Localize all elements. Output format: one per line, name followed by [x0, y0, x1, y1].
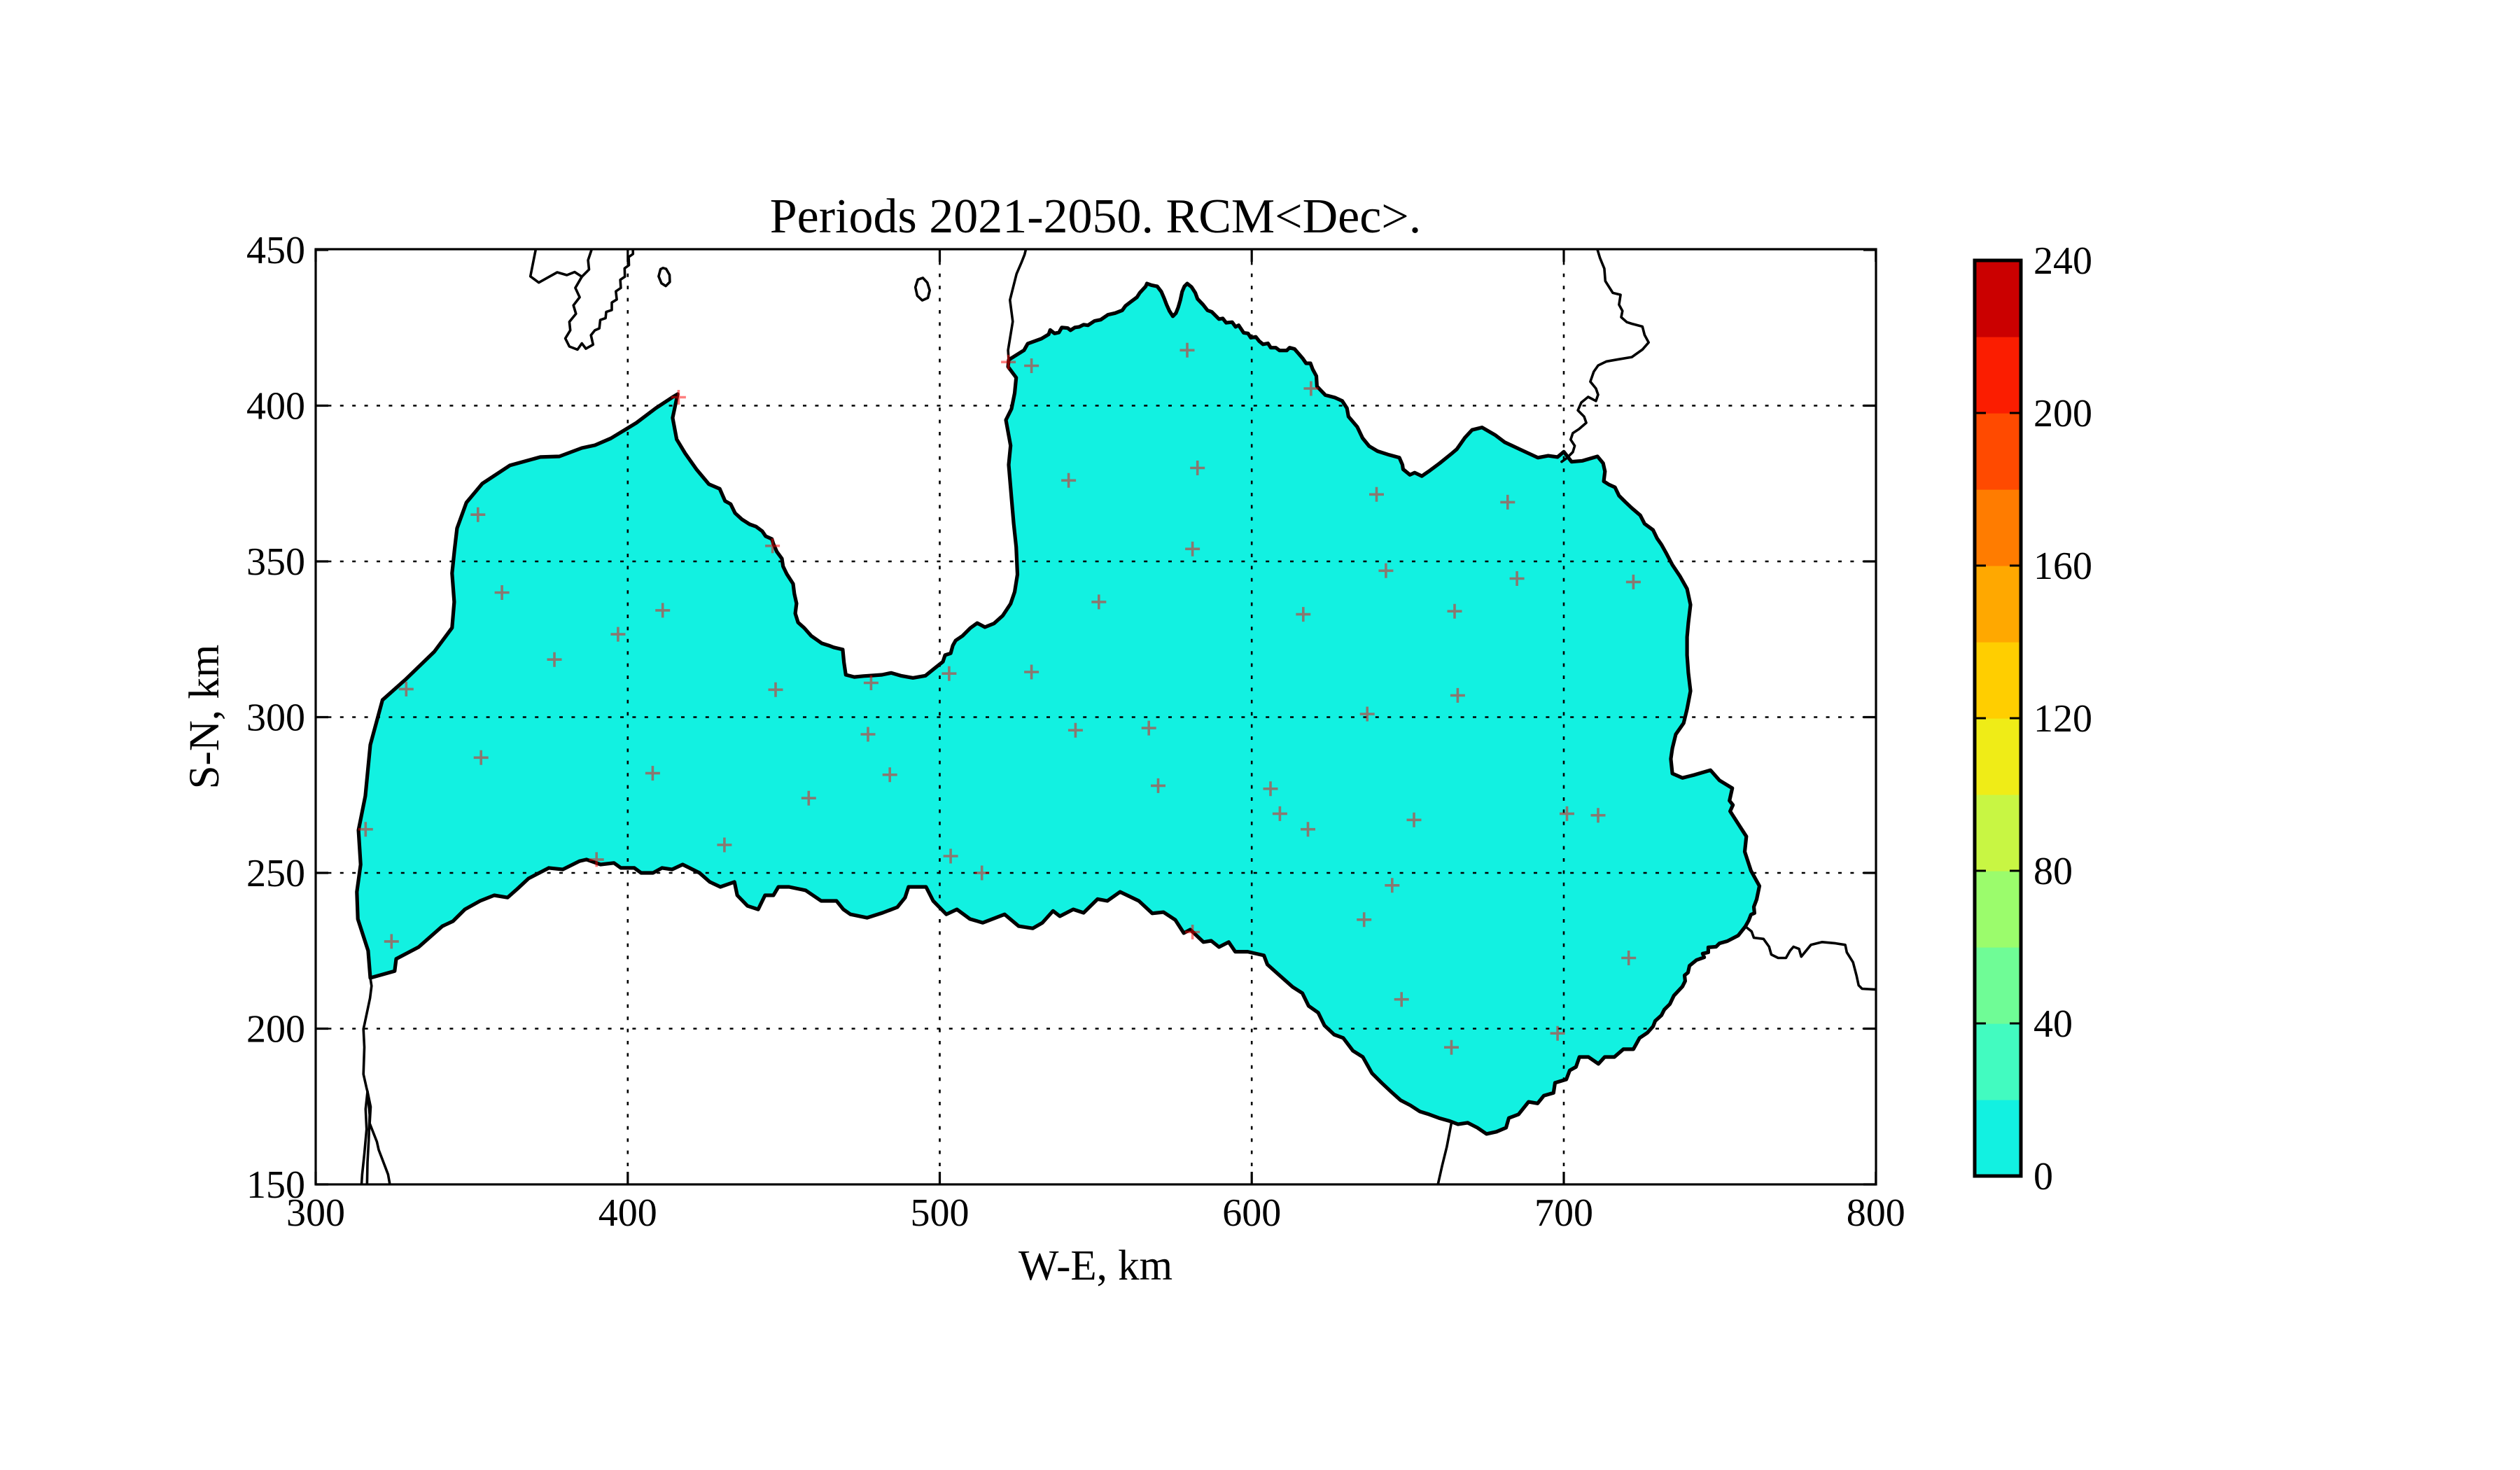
- svg-text:160: 160: [2033, 545, 2092, 588]
- svg-text:350: 350: [246, 540, 305, 584]
- svg-text:300: 300: [246, 696, 305, 740]
- svg-text:400: 400: [246, 385, 305, 428]
- svg-text:600: 600: [1222, 1191, 1281, 1235]
- svg-text:120: 120: [2033, 697, 2092, 741]
- svg-text:250: 250: [246, 852, 305, 895]
- svg-text:W-E, km: W-E, km: [1018, 1242, 1172, 1289]
- svg-text:700: 700: [1534, 1191, 1593, 1235]
- svg-text:40: 40: [2033, 1002, 2073, 1046]
- svg-text:240: 240: [2033, 239, 2092, 283]
- svg-text:S-N, km: S-N, km: [181, 645, 228, 790]
- svg-text:200: 200: [246, 1008, 305, 1051]
- svg-text:450: 450: [246, 229, 305, 272]
- svg-text:200: 200: [2033, 392, 2092, 435]
- svg-text:400: 400: [598, 1191, 657, 1235]
- svg-text:500: 500: [911, 1191, 969, 1235]
- svg-text:300: 300: [286, 1191, 345, 1235]
- svg-text:800: 800: [1847, 1191, 1905, 1235]
- svg-text:Periods 2021-2050. RCM<Dec>.: Periods 2021-2050. RCM<Dec>.: [770, 190, 1422, 244]
- svg-text:80: 80: [2033, 850, 2073, 893]
- svg-text:0: 0: [2033, 1155, 2053, 1198]
- svg-text:150: 150: [246, 1163, 305, 1207]
